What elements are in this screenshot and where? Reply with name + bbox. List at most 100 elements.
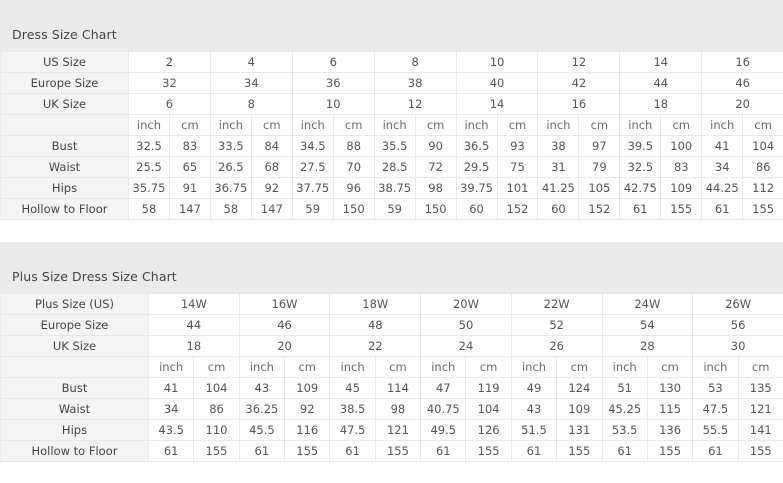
size-value-cell: 6 <box>128 93 211 115</box>
size-value-cell: 36 <box>291 72 375 94</box>
unit-cell-inch: inch <box>238 356 286 378</box>
unit-cell-inch: inch <box>329 356 376 378</box>
measurement-value-cell: 114 <box>374 377 422 399</box>
measurement-value-cell: 126 <box>465 419 512 441</box>
measurement-value-cell: 152 <box>578 198 621 220</box>
measurement-value-cell: 147 <box>250 198 293 220</box>
size-value-cell: 44 <box>148 314 240 336</box>
measurement-value-cell: 96 <box>332 177 375 199</box>
measurement-value-cell: 70 <box>332 156 375 178</box>
unit-cell-cm: cm <box>578 114 621 136</box>
unit-cell-inch: inch <box>692 356 739 378</box>
measurement-value-cell: 42.75 <box>619 177 662 199</box>
measurement-value-cell: 61 <box>692 440 739 462</box>
size-value-cell: 46 <box>701 72 783 94</box>
measurement-value-cell: 59 <box>373 198 416 220</box>
measurement-row: Hollow to Floor 58 147 58 147 59 150 59 150 60 152… <box>0 198 783 220</box>
size-value-cell: 14 <box>455 93 539 115</box>
measurement-value-cell: 49 <box>510 377 558 399</box>
measurement-value-cell: 44.25 <box>701 177 744 199</box>
unit-cell-cm: cm <box>737 356 783 378</box>
size-value-cell: 28 <box>601 335 694 357</box>
size-value-cell: 10 <box>291 93 375 115</box>
measurement-value-cell: 124 <box>556 377 603 399</box>
unit-cell-inch: inch <box>291 114 334 136</box>
measurement-value-cell: 155 <box>556 440 603 462</box>
unit-cell-inch: inch <box>601 356 648 378</box>
measurement-value-cell: 61 <box>329 440 376 462</box>
measurement-value-cell: 36.75 <box>209 177 252 199</box>
measurement-value-cell: 155 <box>742 198 783 220</box>
size-value-cell: 48 <box>329 314 422 336</box>
measurement-value-cell: 41 <box>147 377 195 399</box>
measurement-value-cell: 45.5 <box>238 419 286 441</box>
dress-size-chart-title: Dress Size Chart <box>12 27 117 42</box>
measurement-value-cell: 41 <box>701 135 744 157</box>
row-label-europe-size: Europe Size <box>0 72 129 94</box>
unit-cell-cm: cm <box>168 114 211 136</box>
measurement-value-cell: 40.75 <box>420 398 467 420</box>
size-value-cell: 46 <box>238 314 331 336</box>
measurement-value-cell: 155 <box>737 440 783 462</box>
measurement-value-cell: 91 <box>168 177 211 199</box>
size-header-row: Europe Size 32 34 36 38 40 42 44 46 <box>0 72 783 94</box>
size-value-cell: 8 <box>209 93 293 115</box>
unit-cell-inch: inch <box>128 114 170 136</box>
unit-cell-cm: cm <box>374 356 422 378</box>
size-value-cell: 14W <box>148 293 240 315</box>
unit-cell-inch: inch <box>420 356 467 378</box>
measurement-value-cell: 101 <box>496 177 539 199</box>
row-label-hollow-to-floor: Hollow to Floor <box>0 440 149 462</box>
measurement-value-cell: 61 <box>238 440 286 462</box>
measurement-value-cell: 112 <box>742 177 783 199</box>
unit-cell-inch: inch <box>537 114 580 136</box>
measurement-value-cell: 39.5 <box>619 135 662 157</box>
measurement-value-cell: 109 <box>284 377 331 399</box>
measurement-value-cell: 51.5 <box>510 419 558 441</box>
unit-cell-cm: cm <box>496 114 539 136</box>
measurement-value-cell: 32.5 <box>128 135 170 157</box>
measurement-value-cell: 33.5 <box>209 135 252 157</box>
measurement-value-cell: 155 <box>374 440 422 462</box>
size-value-cell: 14 <box>619 51 703 73</box>
measurement-value-cell: 84 <box>250 135 293 157</box>
measurement-value-cell: 37.75 <box>291 177 334 199</box>
measurement-value-cell: 58 <box>209 198 252 220</box>
measurement-value-cell: 60 <box>537 198 580 220</box>
size-value-cell: 24W <box>601 293 694 315</box>
plus-size-dress-size-chart-block: Plus Size Dress Size Chart Plus Size (US… <box>0 242 783 462</box>
size-value-cell: 22 <box>329 335 422 357</box>
unit-row-blank-label <box>0 356 149 378</box>
row-label-waist: Waist <box>0 398 149 420</box>
size-value-cell: 44 <box>619 72 703 94</box>
measurement-value-cell: 104 <box>193 377 240 399</box>
size-value-cell: 2 <box>128 51 211 73</box>
size-value-cell: 56 <box>692 314 783 336</box>
size-value-cell: 26 <box>510 335 603 357</box>
measurement-value-cell: 26.5 <box>209 156 252 178</box>
measurement-value-cell: 116 <box>284 419 331 441</box>
measurement-value-cell: 53.5 <box>601 419 648 441</box>
unit-cell-cm: cm <box>742 114 783 136</box>
measurement-row: Hips 43.5 110 45.5 116 47.5 121 49.5 126 51.5 131 5… <box>0 419 783 441</box>
measurement-value-cell: 61 <box>601 440 648 462</box>
measurement-value-cell: 60 <box>455 198 498 220</box>
measurement-value-cell: 45 <box>329 377 376 399</box>
measurement-value-cell: 104 <box>465 398 512 420</box>
size-value-cell: 10 <box>455 51 539 73</box>
measurement-value-cell: 150 <box>414 198 457 220</box>
unit-cell-inch: inch <box>209 114 252 136</box>
size-value-cell: 12 <box>373 93 457 115</box>
measurement-value-cell: 51 <box>601 377 648 399</box>
size-value-cell: 52 <box>510 314 603 336</box>
measurement-row: Waist 34 86 36.25 92 38.5 98 40.75 104 43 109 45.25… <box>0 398 783 420</box>
row-label-waist: Waist <box>0 156 129 178</box>
unit-cell-cm: cm <box>332 114 375 136</box>
measurement-value-cell: 147 <box>168 198 211 220</box>
measurement-value-cell: 90 <box>414 135 457 157</box>
measurement-value-cell: 130 <box>646 377 694 399</box>
measurement-value-cell: 47 <box>420 377 467 399</box>
unit-header-row: inch cm inch cm inch cm inch cm inch cm inch cm inch… <box>0 114 783 136</box>
measurement-value-cell: 141 <box>737 419 783 441</box>
measurement-value-cell: 58 <box>128 198 170 220</box>
